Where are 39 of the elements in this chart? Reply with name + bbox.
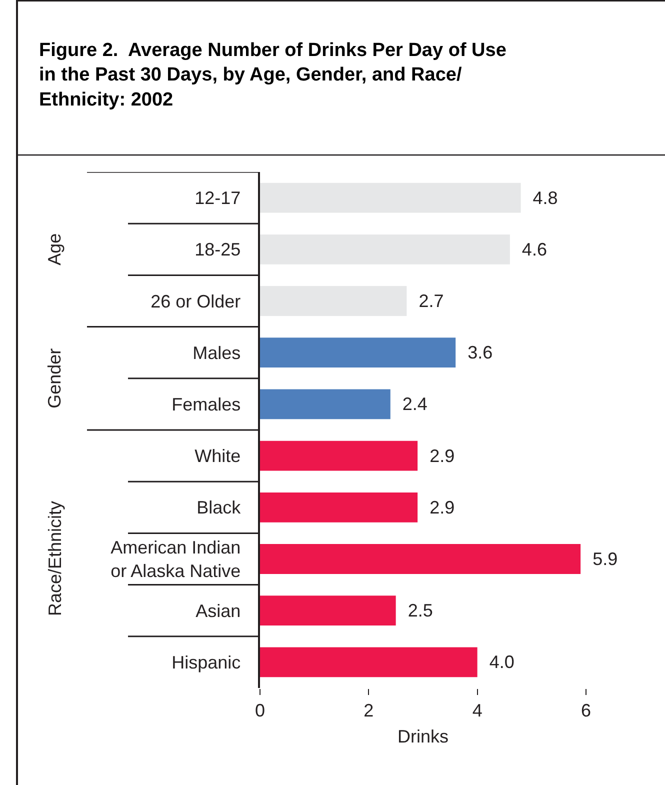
y-tick-label: Females — [172, 394, 241, 414]
data-label: 4.8 — [524, 188, 558, 208]
bar — [260, 440, 418, 471]
bar — [260, 492, 418, 522]
bar — [260, 338, 456, 368]
data-label: 2.7 — [410, 291, 444, 311]
x-tick-label: 6 — [580, 700, 592, 721]
data-label: 2.4 — [393, 394, 428, 414]
y-tick-label: Males — [192, 342, 241, 363]
data-label: 4.6 — [512, 239, 547, 260]
data-label: 2.9 — [420, 497, 455, 518]
x-axis-title: Drinks — [397, 726, 449, 747]
text: Gender — [44, 348, 65, 408]
text: Age — [44, 233, 65, 266]
y-tick-label: Black — [196, 498, 242, 518]
data-label: 2.5 — [398, 600, 433, 621]
data-label: 3.6 — [458, 342, 493, 363]
data-label: 2.9 — [420, 446, 455, 466]
bar — [260, 182, 521, 213]
y-tick-label: 26 or Older — [150, 291, 241, 312]
x-tick-label: 4 — [472, 700, 482, 721]
y-tick-label: Asian — [196, 600, 241, 621]
y-tick-label: Hispanic — [172, 652, 241, 672]
bar — [260, 234, 510, 264]
text: Race/Ethnicity — [45, 500, 65, 616]
x-tick-label: 0 — [254, 700, 266, 721]
chart-title: Figure 2. Average Number of Drinks Per Day of Use in the Past 30 Days, by Age, Gender, and Race/ Ethnicity: 2002 — [39, 40, 506, 110]
y-tick-label: 18-25 — [194, 240, 241, 260]
bar — [260, 544, 581, 574]
y-tick-label: 12-17 — [194, 188, 241, 208]
bar — [260, 647, 478, 678]
bar — [260, 286, 407, 316]
bar — [260, 389, 390, 420]
y-tick-label: American Indian or Alaska Native — [110, 538, 241, 581]
y-tick-label: White — [194, 446, 241, 466]
bar — [260, 596, 396, 626]
x-tick-label: 2 — [364, 700, 374, 721]
data-label: 5.9 — [584, 549, 618, 569]
data-label: 4.0 — [480, 652, 514, 672]
